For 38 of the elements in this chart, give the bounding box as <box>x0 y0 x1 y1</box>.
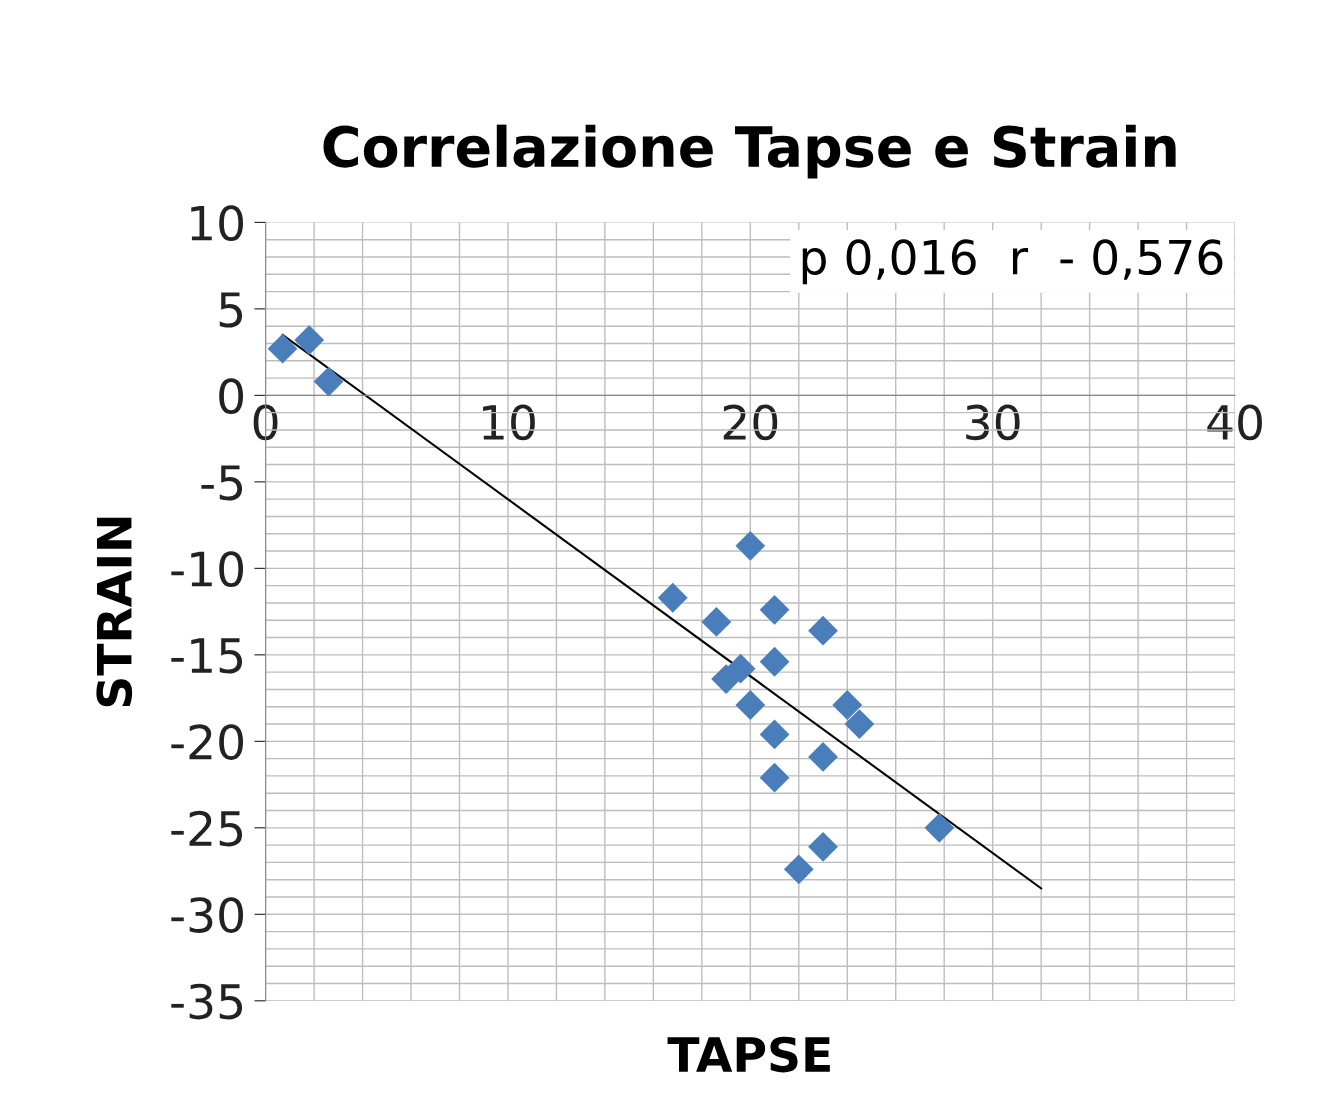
x-tick-label: 10 <box>483 404 535 441</box>
y-tick-label: 5 <box>219 292 243 328</box>
y-tick-label: -15 <box>171 638 243 674</box>
point <box>844 709 875 739</box>
y-tick-label: -5 <box>201 465 243 501</box>
point <box>924 812 955 843</box>
point <box>701 607 732 637</box>
point <box>808 615 838 646</box>
annotation: p 0,016 r - 0,576 <box>802 239 1223 285</box>
x-tick-label: 20 <box>723 404 778 441</box>
point <box>711 664 741 694</box>
point <box>759 594 790 625</box>
point <box>735 690 766 720</box>
x-tick-label: 40 <box>1207 404 1262 441</box>
y-tick-label: -25 <box>171 810 243 847</box>
point <box>294 325 325 355</box>
point <box>759 762 790 793</box>
point <box>313 366 344 397</box>
y-tick-label: -30 <box>171 897 244 933</box>
y-tick-label: -20 <box>171 724 244 760</box>
y-tick-label: 10 <box>191 205 244 242</box>
point <box>783 854 814 885</box>
y-tick-label: -10 <box>171 551 244 587</box>
y-tick-label: -35 <box>171 983 243 1020</box>
point <box>808 742 838 772</box>
chart-title: Correlazione Tapse e Strain <box>323 124 1176 179</box>
point <box>735 530 766 561</box>
x-tick-label: 0 <box>253 404 278 441</box>
point <box>808 831 838 862</box>
y-tick-label: 0 <box>219 378 244 414</box>
point <box>657 582 688 613</box>
point <box>267 333 298 364</box>
point <box>759 646 790 677</box>
y-axis-title: STRAIN <box>96 517 133 707</box>
x-tick-label: 30 <box>966 404 1020 441</box>
x-axis-title: TAPSE <box>667 1036 830 1073</box>
point <box>759 719 790 750</box>
point <box>832 690 863 720</box>
